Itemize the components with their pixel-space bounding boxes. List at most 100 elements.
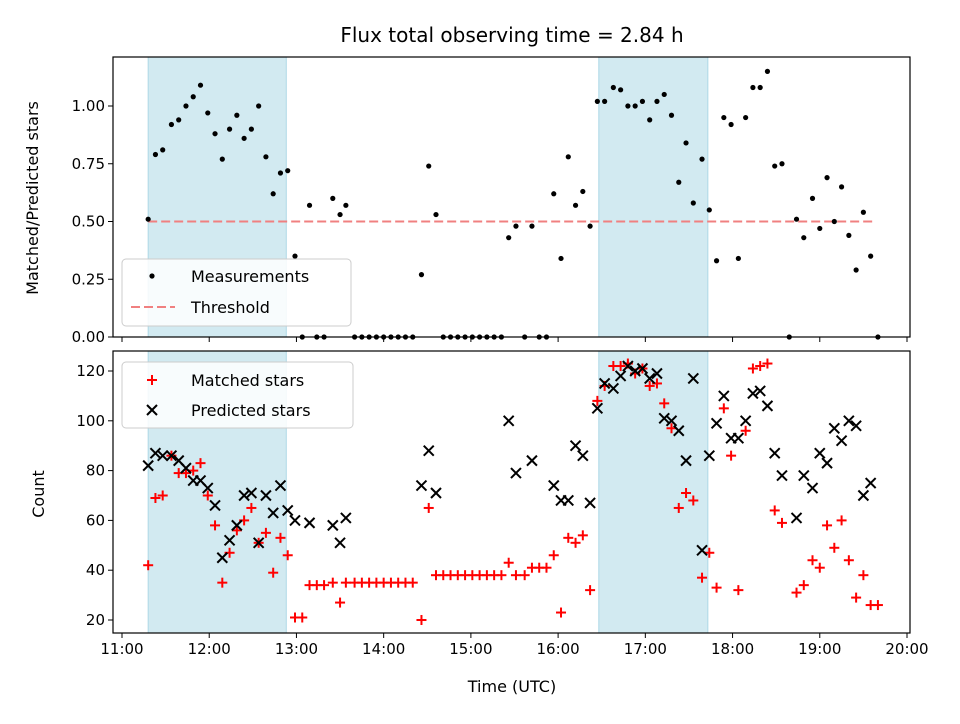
predicted-point [274, 479, 287, 492]
predicted-point [591, 402, 604, 415]
measurement-point [176, 117, 182, 123]
predicted-point [622, 360, 634, 372]
predicted-point [267, 507, 279, 519]
matched-point [829, 542, 840, 553]
predicted-point [165, 449, 178, 462]
measurement-point [168, 121, 175, 128]
measurement-point [152, 151, 159, 158]
y-tick-label: 60 [86, 511, 105, 529]
matched-point [423, 502, 434, 513]
measurement-point [750, 84, 756, 91]
measurement-point [610, 84, 616, 91]
predicted-point [761, 400, 774, 412]
predicted-point [584, 497, 596, 509]
predicted-point [577, 449, 589, 462]
predicted-point [864, 477, 877, 489]
matched-point [740, 425, 751, 436]
matched-point [416, 615, 427, 625]
measurement-point [743, 114, 749, 121]
legend-label-matched: Matched stars [191, 371, 304, 390]
matched-point [673, 502, 684, 513]
predicted-point [502, 415, 515, 427]
measurement-point [183, 103, 189, 109]
measurement-point [205, 110, 211, 116]
measurement-point [292, 253, 298, 259]
matched-point [858, 570, 869, 581]
matched-point [577, 530, 588, 541]
measurement-point [618, 87, 624, 93]
matched-point [202, 490, 213, 501]
matched-point [807, 555, 818, 566]
measurement-point [647, 117, 653, 123]
matched-point [548, 550, 559, 561]
bottom-xlabel: Time (UTC) [467, 677, 556, 696]
measurement-point [764, 68, 771, 74]
predicted-point [223, 534, 236, 547]
predicted-point [798, 469, 810, 482]
measurement-point [580, 188, 586, 195]
measurement-point [838, 184, 845, 190]
measurement-point [426, 163, 432, 169]
predicted-point [769, 447, 781, 459]
legend-label-threshold: Threshold [190, 298, 270, 317]
predicted-point [569, 439, 582, 452]
predicted-point [260, 489, 272, 502]
predicted-point [739, 415, 752, 427]
measurement-point [779, 161, 785, 167]
observing-window-2 [598, 56, 709, 338]
matched-point [718, 403, 729, 414]
matched-point [157, 490, 168, 501]
predicted-point [636, 362, 649, 375]
measurement-point [676, 179, 682, 185]
measurement-point [690, 200, 696, 206]
predicted-point [423, 444, 435, 457]
measurement-point [706, 207, 712, 213]
measurement-point [306, 202, 313, 208]
matched-point [556, 607, 567, 618]
predicted-point [710, 417, 723, 429]
matched-point [711, 582, 722, 593]
x-tick-label: 11:00 [100, 640, 143, 658]
measurement-point [212, 131, 218, 137]
predicted-point [857, 489, 870, 502]
predicted-point [673, 425, 685, 437]
predicted-point [526, 454, 538, 467]
matched-point [231, 525, 242, 536]
axes-frame [112, 350, 911, 634]
predicted-point [303, 517, 316, 529]
predicted-point [415, 479, 428, 492]
axes-frame [112, 56, 911, 338]
predicted-point [510, 467, 522, 479]
matched-point [592, 395, 603, 406]
measurement-point [831, 218, 837, 225]
measurement-point [801, 235, 807, 241]
matched-point [843, 555, 854, 566]
x-tick-label: 20:00 [885, 640, 928, 658]
predicted-point [252, 537, 265, 549]
measurement-point [277, 170, 284, 176]
measurement-point [853, 267, 859, 273]
measurement-point [513, 223, 519, 229]
measurement-point [145, 216, 151, 222]
measurement-point [817, 225, 823, 232]
matched-point [519, 570, 530, 581]
matched-point [644, 380, 655, 391]
predicted-point [850, 420, 862, 432]
matched-point [688, 495, 699, 506]
matched-point [836, 515, 847, 526]
predicted-point [238, 489, 250, 502]
bottom-legend: Matched stars Predicted stars [121, 361, 354, 429]
predicted-point [548, 479, 560, 492]
matched-point [275, 532, 286, 543]
x-tick-label: 15:00 [449, 640, 492, 658]
measurement-point [558, 255, 564, 262]
matched-point [246, 502, 257, 513]
measurement-point [190, 94, 196, 100]
top-ylabel: Matched/Predicted stars [23, 101, 42, 295]
matched-point [681, 488, 692, 499]
top-legend: Measurements Threshold [121, 258, 352, 327]
y-tick-label: 0.25 [72, 270, 105, 288]
measurement-point [661, 91, 667, 98]
matched-point [769, 505, 780, 516]
predicted-point [643, 372, 656, 385]
